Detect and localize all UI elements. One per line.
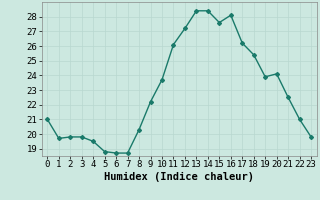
X-axis label: Humidex (Indice chaleur): Humidex (Indice chaleur) bbox=[104, 172, 254, 182]
